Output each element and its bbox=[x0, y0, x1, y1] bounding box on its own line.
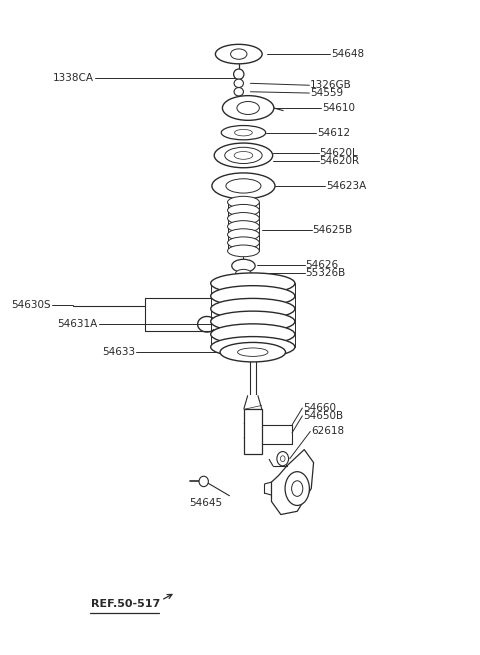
Text: 54626: 54626 bbox=[306, 260, 339, 270]
Text: 54620R: 54620R bbox=[320, 156, 360, 166]
Ellipse shape bbox=[216, 45, 262, 64]
Ellipse shape bbox=[234, 79, 243, 88]
Ellipse shape bbox=[221, 126, 265, 140]
Ellipse shape bbox=[226, 179, 261, 193]
Ellipse shape bbox=[228, 245, 259, 257]
Text: 54645: 54645 bbox=[190, 498, 223, 508]
Text: 55326B: 55326B bbox=[306, 268, 346, 278]
Ellipse shape bbox=[211, 337, 295, 358]
Ellipse shape bbox=[235, 130, 252, 136]
Ellipse shape bbox=[211, 311, 295, 332]
Polygon shape bbox=[244, 396, 262, 409]
Ellipse shape bbox=[228, 237, 259, 249]
Ellipse shape bbox=[238, 348, 268, 356]
Text: 54623A: 54623A bbox=[326, 181, 366, 191]
Text: REF.50-517: REF.50-517 bbox=[92, 599, 161, 608]
Ellipse shape bbox=[222, 96, 274, 121]
Ellipse shape bbox=[292, 481, 303, 496]
Ellipse shape bbox=[234, 69, 244, 79]
Ellipse shape bbox=[214, 143, 273, 168]
Ellipse shape bbox=[234, 151, 253, 159]
Ellipse shape bbox=[212, 173, 275, 199]
Text: 1338CA: 1338CA bbox=[53, 73, 94, 83]
Text: 54610: 54610 bbox=[322, 103, 355, 113]
Ellipse shape bbox=[220, 343, 286, 362]
Ellipse shape bbox=[211, 299, 295, 319]
Text: 62618: 62618 bbox=[311, 426, 344, 436]
Ellipse shape bbox=[228, 196, 259, 208]
Ellipse shape bbox=[232, 259, 255, 272]
Text: 54630S: 54630S bbox=[11, 300, 51, 310]
Text: 1326GB: 1326GB bbox=[310, 81, 352, 90]
Bar bbox=[244, 409, 262, 454]
Text: 54620L: 54620L bbox=[320, 148, 359, 158]
Ellipse shape bbox=[211, 324, 295, 345]
Text: 54633: 54633 bbox=[102, 347, 135, 357]
Text: 54660: 54660 bbox=[303, 403, 336, 413]
Text: 54612: 54612 bbox=[317, 128, 350, 138]
Ellipse shape bbox=[211, 286, 295, 307]
Ellipse shape bbox=[228, 221, 259, 233]
Ellipse shape bbox=[280, 456, 285, 462]
Ellipse shape bbox=[228, 229, 259, 240]
Text: 54648: 54648 bbox=[331, 49, 364, 59]
Ellipse shape bbox=[237, 102, 259, 115]
Ellipse shape bbox=[236, 269, 252, 278]
Ellipse shape bbox=[225, 147, 262, 164]
Ellipse shape bbox=[228, 213, 259, 224]
Ellipse shape bbox=[285, 472, 310, 506]
Text: 54650B: 54650B bbox=[303, 411, 343, 421]
Ellipse shape bbox=[234, 88, 243, 96]
Ellipse shape bbox=[199, 476, 208, 487]
Text: 54559: 54559 bbox=[310, 88, 343, 98]
Text: 54631A: 54631A bbox=[57, 319, 97, 329]
Text: 54625B: 54625B bbox=[312, 225, 353, 235]
Ellipse shape bbox=[230, 49, 247, 60]
Ellipse shape bbox=[277, 451, 288, 466]
Ellipse shape bbox=[228, 204, 259, 216]
Ellipse shape bbox=[211, 273, 295, 293]
